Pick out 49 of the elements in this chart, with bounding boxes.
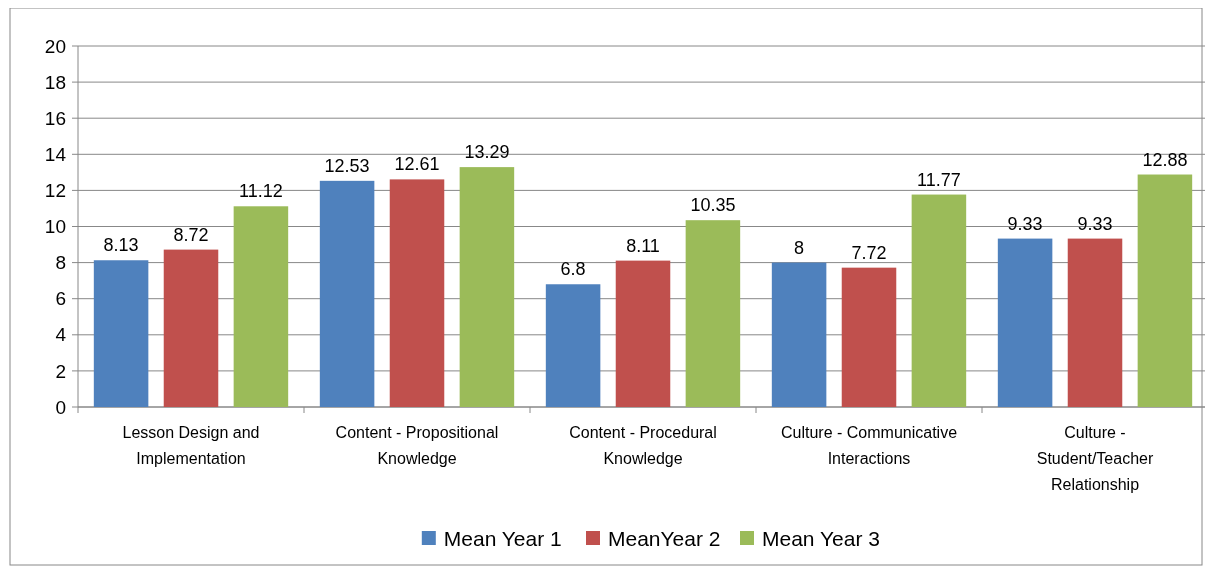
data-label: 13.29 — [464, 142, 510, 163]
bar — [459, 167, 515, 407]
data-label: 8.13 — [103, 235, 139, 256]
bar — [1067, 238, 1123, 407]
x-tick-label: Culture - Student/Teacher Relationship — [1036, 424, 1154, 493]
legend-label: Mean Year 3 — [762, 527, 880, 551]
data-label: 11.12 — [239, 181, 283, 202]
y-tick-label: 8 — [55, 252, 66, 274]
bar — [1137, 174, 1193, 407]
data-label: 12.88 — [1142, 149, 1188, 170]
y-tick-label: 2 — [55, 360, 66, 382]
bar — [841, 267, 897, 407]
data-label: 8.11 — [626, 235, 660, 256]
y-tick-label: 16 — [44, 107, 66, 129]
data-label: 9.33 — [1077, 213, 1113, 234]
bar — [233, 206, 289, 407]
bar — [911, 194, 967, 407]
legend-label: MeanYear 2 — [608, 527, 721, 551]
data-label: 10.35 — [690, 195, 736, 216]
data-label: 11.77 — [917, 169, 961, 190]
x-tick-label: Lesson Design and Implementation — [122, 424, 260, 467]
data-label: 7.72 — [851, 242, 887, 263]
y-tick-label: 4 — [55, 324, 67, 346]
x-tick-label: Content - Procedural Knowledge — [569, 424, 717, 467]
data-label: 12.61 — [394, 154, 440, 175]
bar — [997, 238, 1053, 407]
y-tick-label: 18 — [44, 71, 66, 93]
y-tick-label: 14 — [44, 143, 67, 165]
bar — [685, 220, 741, 407]
bar — [163, 249, 219, 407]
y-tick-label: 12 — [44, 180, 66, 202]
bar — [93, 260, 149, 407]
data-label: 12.53 — [324, 155, 370, 176]
y-tick-label: 6 — [55, 288, 66, 310]
bar — [615, 260, 671, 407]
data-label: 6.8 — [560, 259, 586, 280]
bar — [389, 179, 445, 407]
legend-label: Mean Year 1 — [443, 527, 562, 551]
y-tick-label: 0 — [55, 396, 66, 418]
x-tick-label: Content - Propositional Knowledge — [335, 424, 499, 467]
y-tick-label: 10 — [44, 216, 66, 238]
data-label: 8 — [794, 237, 805, 258]
x-tick-label: Culture - Communicative Interactions — [780, 424, 958, 467]
data-label: 8.72 — [173, 224, 209, 245]
bar — [771, 262, 827, 407]
bar — [319, 180, 375, 407]
y-tick-label: 20 — [44, 35, 66, 57]
data-label: 9.33 — [1007, 213, 1043, 234]
bar — [545, 284, 601, 407]
